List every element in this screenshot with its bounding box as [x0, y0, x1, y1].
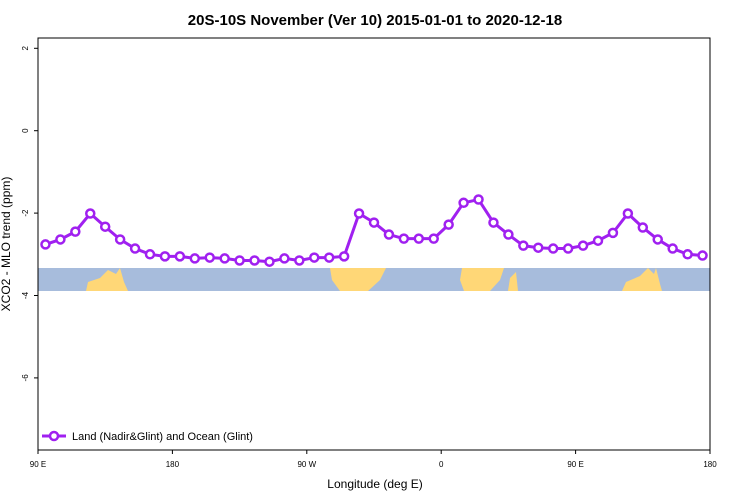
data-point	[622, 208, 634, 219]
data-point	[279, 253, 290, 264]
data-point	[607, 227, 619, 239]
data-point	[368, 217, 380, 228]
x-tick-label: 180	[703, 460, 717, 469]
data-point	[458, 197, 469, 209]
data-point	[413, 233, 425, 244]
x-tick-label: 90 E	[30, 460, 46, 469]
data-point	[697, 250, 708, 261]
data-point	[338, 251, 350, 262]
data-point	[99, 221, 111, 232]
y-tick-label: 2	[21, 46, 30, 51]
x-tick-label: 180	[166, 460, 180, 469]
x-tick-label: 90 W	[297, 460, 316, 469]
data-point	[518, 240, 529, 251]
data-point	[443, 219, 454, 230]
data-point	[70, 226, 81, 237]
y-tick-label: 0	[21, 128, 30, 133]
data-point	[294, 255, 305, 266]
map-strip	[38, 268, 710, 291]
data-point	[40, 239, 51, 250]
data-point	[234, 255, 245, 266]
data-point	[383, 229, 395, 240]
data-point	[473, 194, 484, 205]
data-point	[398, 233, 410, 244]
data-point	[637, 222, 649, 233]
y-tick-label: -4	[21, 291, 30, 299]
data-point	[189, 253, 201, 264]
x-tick-label: 0	[439, 460, 444, 469]
data-point	[129, 243, 141, 254]
legend-marker	[48, 430, 60, 442]
data-point	[55, 234, 66, 245]
x-tick-label: 90 E	[567, 460, 583, 469]
data-point	[562, 243, 574, 254]
data-point	[144, 249, 156, 260]
data-point	[533, 242, 544, 253]
chart-title: 20S-10S November (Ver 10) 2015-01-01 to …	[188, 12, 562, 29]
data-point	[503, 229, 514, 240]
data-point	[309, 252, 320, 263]
data-point	[353, 208, 365, 219]
series-line	[44, 197, 703, 264]
data-point	[323, 252, 335, 263]
x-axis-label: Longitude (deg E)	[327, 477, 422, 491]
data-point	[114, 234, 126, 245]
data-point	[577, 240, 589, 251]
data-point	[652, 234, 663, 245]
data-point	[204, 252, 215, 263]
data-point	[85, 208, 96, 219]
y-tick-label: -2	[21, 209, 30, 217]
data-point	[592, 235, 604, 246]
data-point	[682, 249, 693, 260]
data-point	[219, 253, 230, 264]
data-point	[159, 251, 171, 262]
data-point	[174, 251, 186, 262]
y-tick-label: -6	[21, 374, 30, 382]
y-axis-label: XCO2 - MLO trend (ppm)	[0, 177, 13, 312]
data-point	[264, 256, 275, 267]
data-point	[667, 243, 678, 254]
legend-label: Land (Nadir&Glint) and Ocean (Glint)	[72, 431, 253, 443]
data-point	[249, 255, 260, 266]
data-point	[428, 233, 439, 244]
data-point	[488, 217, 499, 228]
data-point	[547, 243, 559, 254]
plot-frame	[37, 37, 711, 451]
